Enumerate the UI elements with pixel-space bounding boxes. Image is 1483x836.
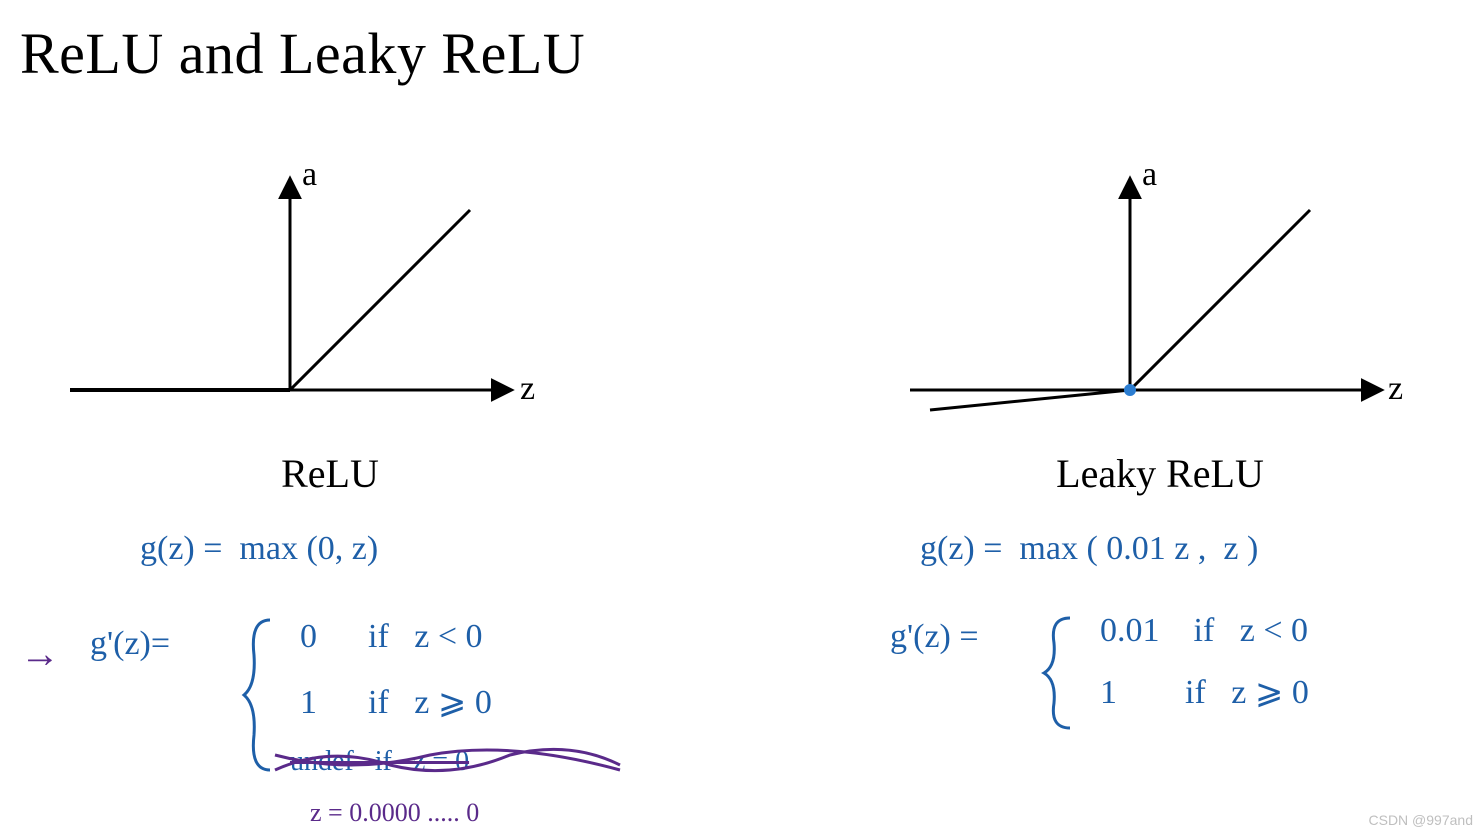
x-axis-label: z (1388, 370, 1403, 408)
relu-subtitle: ReLU (50, 450, 610, 497)
leaky-relu-chart (880, 160, 1420, 420)
watermark-text: CSDN @997and (1369, 812, 1474, 828)
leaky-relu-panel: a z Leaky ReLU (880, 160, 1440, 420)
relu-panel: a z ReLU (50, 160, 610, 420)
relu-rising-segment (290, 210, 470, 390)
scribble-icon (270, 740, 630, 780)
leaky-g-formula: g(z) = max ( 0.01 z , z ) (920, 530, 1258, 568)
y-axis-label: a (302, 156, 317, 194)
x-axis-label: z (520, 370, 535, 408)
relu-gprime-case1: 0 if z < 0 (300, 618, 483, 656)
relu-gprime-case2: 1 if z ⩾ 0 (300, 682, 492, 722)
page-title: ReLU and Leaky ReLU (20, 20, 585, 87)
relu-g-formula: g(z) = max (0, z) (140, 530, 378, 568)
leaky-rising-segment (1130, 210, 1310, 390)
y-axis-label: a (1142, 156, 1157, 194)
relu-gprime-label: g'(z)= (90, 625, 170, 663)
origin-dot (1124, 384, 1136, 396)
relu-chart (50, 160, 550, 420)
leaky-gprime-case2: 1 if z ⩾ 0 (1100, 672, 1309, 712)
arrow-marker: → (20, 630, 60, 677)
relu-footer-note: z = 0.0000 ..... 0 (310, 798, 479, 828)
leaky-relu-subtitle: Leaky ReLU (880, 450, 1440, 497)
leaky-left-segment (930, 390, 1130, 410)
right-brace (1040, 608, 1080, 738)
leaky-gprime-case1: 0.01 if z < 0 (1100, 612, 1308, 650)
leaky-gprime-label: g'(z) = (890, 618, 979, 656)
